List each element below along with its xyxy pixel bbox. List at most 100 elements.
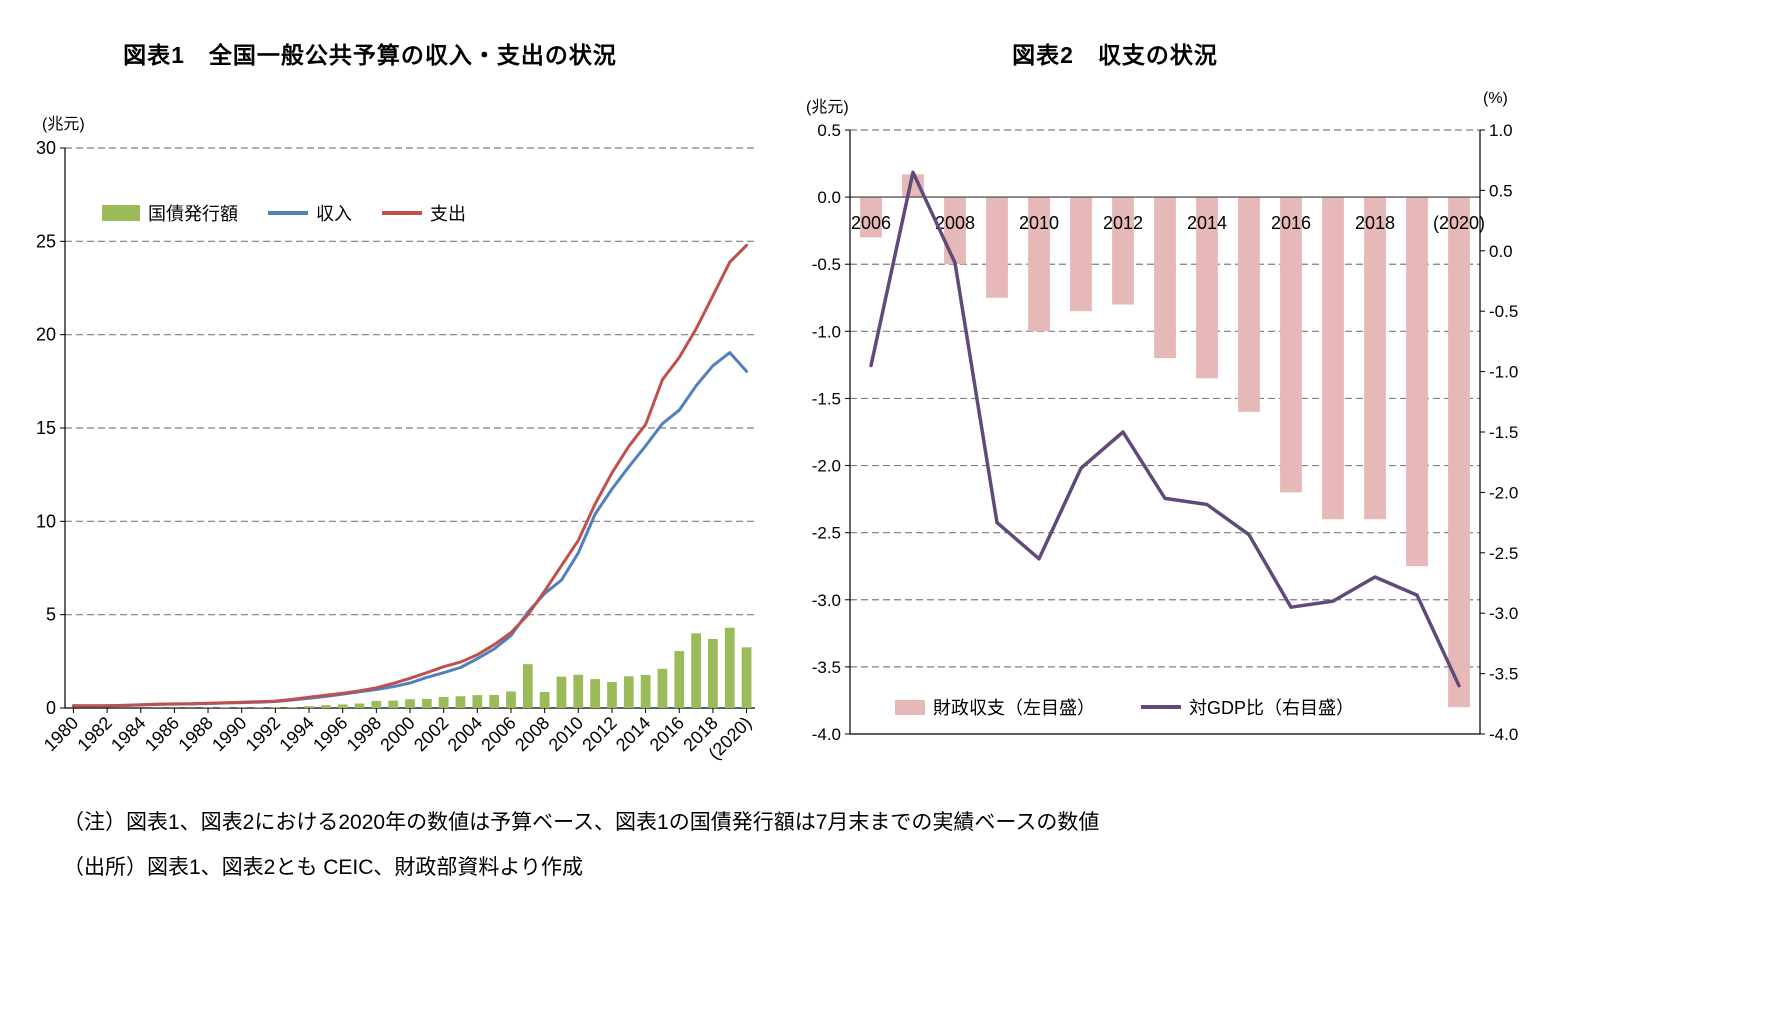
fig1-ytick-label: 15 (36, 418, 56, 438)
fig1-xtick-label: 1992 (242, 713, 284, 755)
fig2-left-tick-label: -3.5 (812, 658, 841, 677)
fig2-left-tick-label: -2.0 (812, 457, 841, 476)
fig1-ytick-label: 5 (46, 605, 56, 625)
figure2-right-unit-label: (%) (1483, 90, 1508, 107)
expenditure-line (71, 243, 749, 708)
legend-item-revenue: 収入 (268, 200, 352, 226)
legend-item-expenditure: 支出 (382, 200, 466, 226)
fig1-xtick-label: 2006 (477, 713, 519, 755)
balance-bar (1364, 197, 1386, 520)
bond-bar (691, 633, 701, 708)
bond-bar (506, 691, 516, 708)
revenue-line (71, 351, 749, 708)
fig1-xtick-label: 2010 (545, 713, 587, 755)
fig1-xtick-label: 2012 (578, 713, 620, 755)
bond-bar (337, 704, 348, 708)
fig2-right-tick-label: -1.5 (1489, 423, 1518, 442)
fig2-right-tick-label: -2.5 (1489, 544, 1518, 563)
legend-label-revenue: 収入 (316, 204, 352, 224)
bond-bar (320, 705, 331, 708)
fig1-ytick-label: 0 (46, 698, 56, 718)
figure2-chart: 0.5 0.0 -0.5 -1.0 -1.5 -2.0 -2.5 -3.0 -3.5 -4.0 1.… (812, 121, 1519, 744)
fig1-xtick-label: 1988 (174, 713, 216, 755)
fig2-right-tick-label: -3.0 (1489, 604, 1518, 623)
fig1-xtick-label: 1990 (208, 713, 250, 755)
fig2-right-tick-label: -4.0 (1489, 725, 1518, 744)
fig1-xtick-label: 1998 (343, 713, 385, 755)
figure2-left-unit-label: (兆元) (806, 99, 849, 116)
bond-bar (304, 706, 314, 708)
bond-bar (590, 679, 601, 708)
fig2-xtick-label: 2006 (851, 213, 891, 233)
fig2-right-tick-label: 0.5 (1489, 181, 1513, 200)
legend-item-bonds: 国債発行額 (102, 200, 238, 226)
fig2-right-tick-label: -2.0 (1489, 483, 1518, 502)
fig2-left-tick-label: -3.0 (812, 591, 841, 610)
revenue-line-swatch-icon (268, 211, 308, 215)
balance-bar (1112, 197, 1134, 305)
fig2-xtick-label: 2012 (1103, 213, 1143, 233)
fig2-axes: 0.5 0.0 -0.5 -1.0 -1.5 -2.0 -2.5 -3.0 -3.5 -4.0 1.… (812, 121, 1519, 744)
fig1-xtick-label: 2016 (646, 713, 688, 755)
bond-bar (741, 647, 752, 708)
gdp-ratio-line (869, 170, 1461, 688)
fig1-xtick-label: 2008 (511, 713, 553, 755)
bond-bar (388, 700, 399, 708)
bond-bar (270, 707, 281, 708)
fig1-ytick-label: 25 (36, 231, 56, 251)
bond-bar (573, 674, 584, 708)
fig2-gridlines (850, 129, 1480, 668)
balance-bar (1406, 197, 1428, 567)
balance-bar (1196, 197, 1218, 379)
fig2-balance-bars (860, 174, 1470, 708)
bond-bar (539, 691, 550, 708)
bond-bar (607, 682, 617, 708)
bond-bar (657, 668, 668, 708)
fig1-xtick-label: 1984 (107, 713, 149, 755)
balance-bar (986, 197, 1008, 298)
bond-bar (708, 638, 718, 708)
legend-item-balance: 財政収支（左目盛） (895, 694, 1095, 720)
fig1-ytick-label: 10 (36, 511, 56, 531)
fig2-right-tick-label: -3.5 (1489, 665, 1518, 684)
balance-bar (1280, 197, 1302, 493)
note-text: （注）図表1、図表2における2020年の数値は予算ベース、図表1の国債発行額は7… (63, 811, 1100, 834)
figure1-chart: 0 5 10 15 20 25 30 1980198219841986198819901992… (36, 138, 755, 764)
fig1-xtick-label: 2014 (612, 713, 654, 755)
fig2-left-tick-label: 0.0 (817, 188, 841, 207)
fig1-ytick-label: 30 (36, 138, 56, 158)
bond-bar (287, 707, 298, 708)
expenditure-line-swatch-icon (382, 211, 422, 215)
legend-label-bonds: 国債発行額 (148, 204, 238, 224)
fig1-xtick-label: 2002 (410, 713, 452, 755)
figure1-legend: 国債発行額 収入 支出 (102, 200, 496, 226)
fig1-bond-bars (152, 627, 752, 708)
bond-bar (354, 703, 365, 708)
bond-bar (674, 651, 685, 708)
bond-bar (724, 627, 735, 708)
balance-bar-swatch-icon (895, 699, 925, 715)
fig1-xtick-label: 1994 (275, 713, 317, 755)
fig2-xtick-label: 2008 (935, 213, 975, 233)
fig2-xtick-label: 2014 (1187, 213, 1227, 233)
fig1-xtick-label: 2000 (376, 713, 418, 755)
fig1-ytick-label: 20 (36, 325, 56, 345)
balance-bar (1070, 197, 1092, 312)
figure1-unit-label: (兆元) (42, 116, 85, 133)
bond-bar (455, 696, 466, 708)
fig2-left-tick-label: 0.5 (817, 121, 841, 140)
fig1-xtick-label: 2004 (444, 713, 486, 755)
balance-bar (1322, 197, 1344, 520)
balance-bar (1448, 197, 1470, 708)
gdp-ratio-line-swatch-icon (1141, 705, 1181, 709)
fig1-xtick-label: 1982 (73, 713, 115, 755)
bond-bar (472, 695, 483, 708)
bond-bar (556, 676, 567, 708)
bond-bar-swatch-icon (102, 205, 140, 221)
bond-bar (219, 707, 230, 708)
source-text: （出所）図表1、図表2とも CEIC、財政部資料より作成 (63, 856, 583, 879)
balance-bar (1238, 197, 1260, 412)
fig2-xtick-label: (2020) (1433, 213, 1485, 233)
fig2-right-tick-label: 0.0 (1489, 242, 1513, 261)
fig2-left-tick-label: -4.0 (812, 725, 841, 744)
